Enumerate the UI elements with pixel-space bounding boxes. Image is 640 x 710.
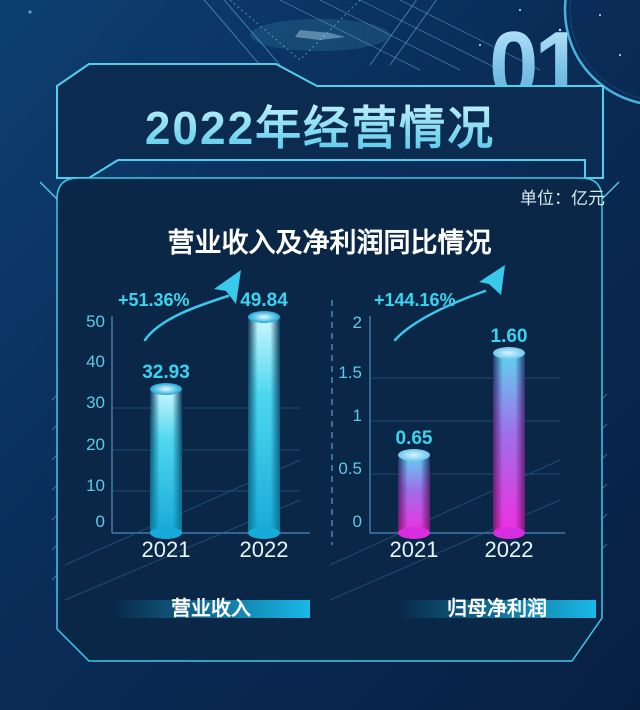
svg-text:20: 20: [86, 435, 105, 454]
svg-text:32.93: 32.93: [142, 362, 190, 383]
svg-text:30: 30: [86, 393, 105, 412]
svg-text:0.65: 0.65: [396, 428, 433, 449]
svg-text:2022: 2022: [240, 537, 289, 562]
svg-text:2021: 2021: [142, 537, 191, 562]
svg-text:50: 50: [86, 312, 105, 331]
svg-text:40: 40: [86, 352, 105, 371]
svg-text:2022: 2022: [485, 537, 534, 562]
svg-text:2: 2: [353, 313, 362, 332]
svg-text:10: 10: [86, 476, 105, 495]
svg-text:+51.36%: +51.36%: [118, 290, 190, 310]
svg-text:0: 0: [353, 512, 362, 531]
svg-text:0.5: 0.5: [338, 459, 362, 478]
svg-text:2021: 2021: [390, 537, 439, 562]
svg-text:1.60: 1.60: [491, 326, 528, 347]
svg-text:0: 0: [96, 512, 105, 531]
svg-text:1.5: 1.5: [338, 363, 362, 382]
svg-text:1: 1: [353, 406, 362, 425]
svg-text:49.84: 49.84: [240, 290, 288, 311]
